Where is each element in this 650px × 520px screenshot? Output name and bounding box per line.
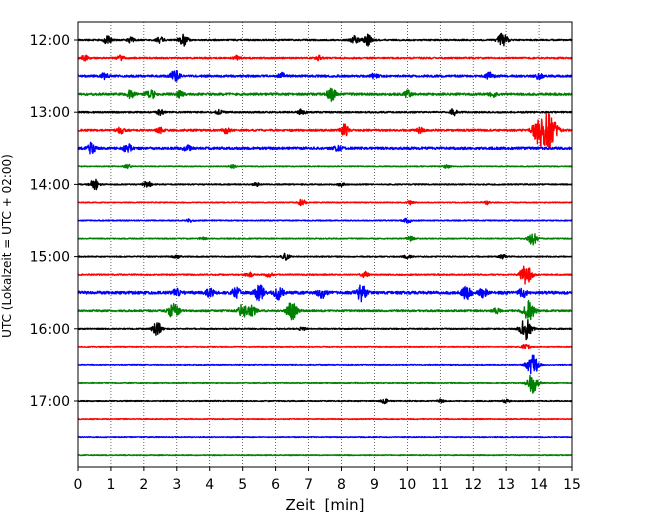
x-tick-label: 1 <box>106 477 115 493</box>
trace-1245 <box>77 87 573 102</box>
trace-1200 <box>77 32 573 47</box>
y-tick-label: 14:00 <box>30 177 70 193</box>
x-tick-label: 6 <box>271 477 280 493</box>
y-tick-label: 13:00 <box>30 105 70 121</box>
x-tick-label: 13 <box>497 477 515 493</box>
trace-1400 <box>77 178 573 191</box>
y-axis: 12:00 13:00 14:00 15:00 16:00 17:00 <box>30 33 78 410</box>
trace-1345 <box>77 163 573 170</box>
trace-1545 <box>77 299 573 321</box>
trace-1715 <box>77 417 573 421</box>
trace-1630 <box>77 354 573 375</box>
trace-1500 <box>77 252 573 261</box>
x-axis: 0 1 2 3 4 5 6 7 8 9 10 11 12 13 14 15 <box>74 467 581 493</box>
trace-1530 <box>77 284 573 303</box>
trace-1330 <box>77 141 573 155</box>
trace-1415 <box>77 198 573 207</box>
x-tick-label: 10 <box>398 477 416 493</box>
y-tick-label: 12:00 <box>30 33 70 49</box>
plot-background <box>78 22 572 467</box>
y-tick-label: 17:00 <box>30 394 70 410</box>
x-tick-label: 3 <box>172 477 181 493</box>
x-tick-label: 11 <box>431 477 449 493</box>
x-tick-label: 12 <box>464 477 482 493</box>
x-tick-label: 4 <box>205 477 214 493</box>
trace-1700 <box>77 398 573 405</box>
x-axis-label: Zeit [min] <box>285 496 364 514</box>
x-tick-label: 14 <box>530 477 548 493</box>
x-tick-label: 7 <box>304 477 313 493</box>
trace-1300 <box>77 108 573 117</box>
trace-1600 <box>77 319 573 341</box>
plot-frame <box>77 21 573 468</box>
x-tick-label: 15 <box>563 477 581 493</box>
x-tick-label: 5 <box>238 477 247 493</box>
x-tick-label: 8 <box>337 477 346 493</box>
trace-1315 <box>77 112 573 150</box>
trace-1230 <box>77 70 573 82</box>
traces <box>77 32 573 457</box>
y-tick-label: 16:00 <box>30 322 70 338</box>
trace-1430 <box>77 217 573 224</box>
trace-1445 <box>77 233 573 246</box>
grid <box>110 22 540 467</box>
x-tick-label: 2 <box>139 477 148 493</box>
y-tick-label: 15:00 <box>30 250 70 266</box>
trace-1215 <box>77 54 573 62</box>
x-tick-label: 0 <box>74 477 83 493</box>
y-axis-label: UTC (Lokalzeit = UTC + 02:00) <box>0 154 14 338</box>
trace-1515 <box>77 265 573 285</box>
trace-1615 <box>77 343 573 350</box>
trace-1745 <box>77 454 573 457</box>
x-tick-label: 9 <box>370 477 379 493</box>
trace-1730 <box>77 435 573 439</box>
trace-1645 <box>77 374 573 394</box>
